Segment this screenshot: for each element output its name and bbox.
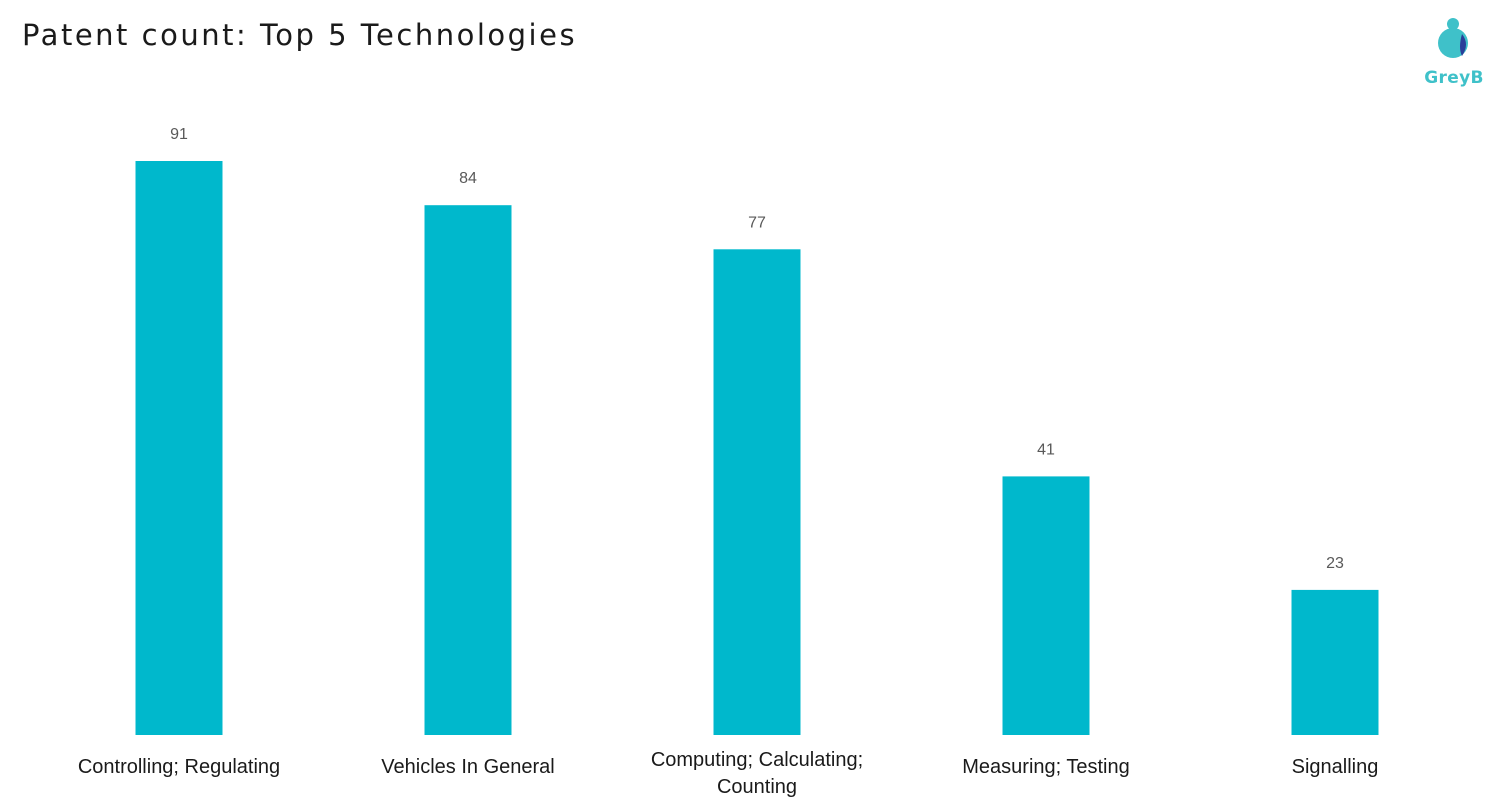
bar-4 (1291, 589, 1379, 735)
chart-title: Patent count: Top 5 Technologies (22, 18, 578, 52)
greyb-logo-text: GreyB (1424, 68, 1484, 88)
bar-3 (1002, 476, 1090, 735)
category-label-2: Computing; Calculating; Counting (651, 749, 863, 798)
category-label-1: Vehicles In General (381, 756, 554, 778)
data-label-4: 23 (1326, 555, 1344, 572)
data-label-1: 84 (459, 170, 477, 187)
category-label-0: Controlling; Regulating (78, 756, 280, 778)
data-label-2: 77 (748, 214, 766, 231)
greyb-logo: GreyB (1418, 14, 1490, 94)
bar-2 (713, 249, 801, 736)
bar-1 (424, 205, 512, 735)
category-label-4: Signalling (1292, 756, 1379, 778)
greyb-logo-icon (1438, 18, 1468, 58)
data-label-3: 41 (1037, 441, 1055, 458)
category-label-3: Measuring; Testing (962, 756, 1130, 778)
data-label-0: 91 (170, 126, 188, 143)
bar-0 (135, 161, 223, 735)
